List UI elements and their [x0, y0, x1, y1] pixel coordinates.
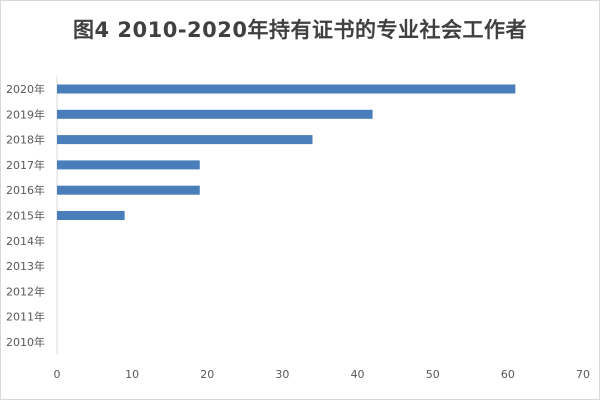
y-tick-label: 2015年 — [6, 209, 45, 223]
x-tick-label: 60 — [501, 368, 515, 381]
bar — [57, 135, 313, 145]
x-tick-label: 0 — [54, 368, 61, 381]
y-tick-label: 2016年 — [6, 183, 45, 197]
y-tick-label: 2013年 — [6, 259, 45, 273]
y-tick-label: 2012年 — [6, 284, 45, 298]
y-tick-label: 2020年 — [6, 82, 45, 96]
x-tick-label: 70 — [576, 368, 590, 381]
y-tick-label: 2011年 — [6, 310, 45, 324]
bar — [57, 109, 373, 119]
chart-title: 图4 2010-2020年持有证书的专业社会工作者 — [72, 18, 528, 42]
x-tick-label: 40 — [351, 368, 365, 381]
y-tick-label: 2018年 — [6, 133, 45, 147]
x-tick-label: 10 — [125, 368, 139, 381]
y-tick-label: 2019年 — [6, 107, 45, 121]
x-tick-label: 30 — [275, 368, 289, 381]
bar — [57, 84, 516, 94]
x-tick-label: 50 — [426, 368, 440, 381]
bar — [57, 211, 125, 220]
bar — [57, 160, 200, 170]
bar — [57, 185, 200, 195]
y-tick-label: 2010年 — [6, 335, 45, 349]
y-tick-label: 2017年 — [6, 158, 45, 172]
y-tick-label: 2014年 — [6, 234, 45, 248]
x-tick-label: 20 — [200, 368, 214, 381]
